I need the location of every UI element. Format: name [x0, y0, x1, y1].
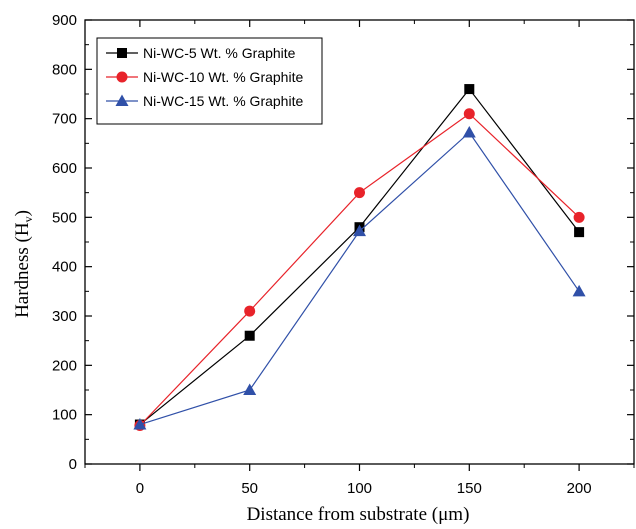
legend-label: Ni-WC-10 Wt. % Graphite — [143, 69, 303, 85]
y-tick-label: 200 — [52, 357, 77, 374]
y-tick-label: 400 — [52, 259, 77, 276]
y-axis-title-close: ) — [12, 210, 33, 216]
data-point — [133, 418, 147, 430]
legend-label: Ni-WC-15 Wt. % Graphite — [143, 93, 303, 109]
legend: Ni-WC-5 Wt. % Graphite Ni-WC-10 Wt. % Gra… — [96, 37, 323, 125]
x-axis-title: Distance from substrate (μm) — [247, 504, 470, 525]
series-2 — [134, 108, 585, 432]
axes: 0 100 200 300 400 500 600 700 800 900 0 50 100 150 200 — [52, 12, 635, 497]
x-tick-label: 200 — [567, 480, 592, 497]
series-line — [139, 131, 580, 426]
x-tick-label: 150 — [457, 480, 482, 497]
data-point — [463, 108, 475, 120]
x-tick-label: 100 — [347, 480, 372, 497]
data-point — [244, 305, 256, 317]
series-line — [139, 112, 580, 426]
y-tick-label: 600 — [52, 160, 77, 177]
data-point — [572, 284, 586, 297]
data-point — [354, 187, 365, 199]
data-point — [573, 211, 585, 223]
y-tick-label: 700 — [52, 111, 77, 128]
y-tick-label: 500 — [52, 209, 77, 226]
y-tick-label: 100 — [52, 407, 77, 424]
data-point — [462, 125, 476, 138]
data-point — [464, 84, 475, 95]
series-1 — [134, 84, 585, 430]
y-axis-title-main: Hardness (H — [12, 222, 33, 318]
series-3 — [133, 125, 586, 430]
y-tick-label: 900 — [52, 12, 77, 29]
legend-marker — [116, 71, 128, 83]
x-tick-label: 0 — [136, 480, 144, 497]
y-axis-title: Hardness (Hv) — [12, 210, 35, 318]
y-axis-title-subscript: v — [21, 216, 35, 222]
y-tick-label: 300 — [52, 308, 77, 325]
series-layer — [133, 84, 586, 432]
data-point — [243, 383, 257, 395]
legend-marker — [117, 48, 127, 58]
data-point — [574, 227, 585, 238]
y-tick-label: 0 — [69, 456, 77, 473]
y-tick-label: 800 — [52, 61, 77, 78]
series-line — [139, 88, 580, 425]
x-tick-label: 50 — [241, 480, 258, 497]
data-point — [244, 330, 255, 341]
data-point — [353, 224, 366, 237]
legend-box — [96, 37, 323, 125]
legend-marker — [115, 94, 129, 106]
legend-label: Ni-WC-5 Wt. % Graphite — [143, 45, 296, 61]
